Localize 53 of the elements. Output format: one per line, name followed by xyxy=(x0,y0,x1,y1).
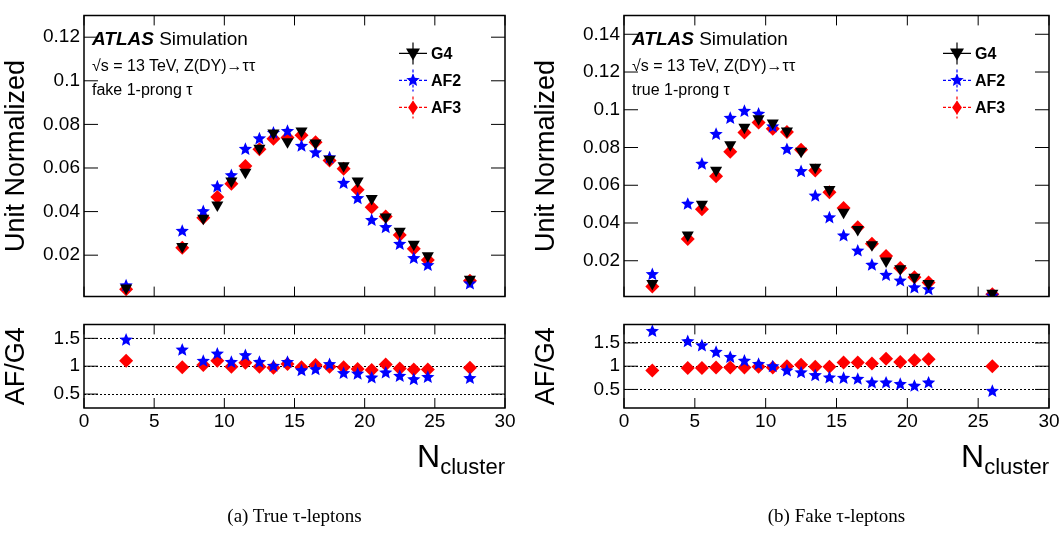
x-axis-title: N$_{cluster}$ xyxy=(961,438,1049,481)
y-tick-label: 0.08 xyxy=(583,135,620,157)
annotation: fake 1-prong τ xyxy=(92,81,194,99)
x-tick-label: 15 xyxy=(825,409,848,431)
y-tick-label: 1.5 xyxy=(53,326,80,348)
y-tick-label: 0.12 xyxy=(43,25,80,47)
legend-label: AF3 xyxy=(431,98,462,116)
y-tick-label: 0.5 xyxy=(593,377,620,399)
x-tick-label: 25 xyxy=(424,409,446,431)
y-tick-label: 0.06 xyxy=(583,173,620,195)
legend-label: AF2 xyxy=(975,71,1006,89)
annotation: ATLAS Simulation xyxy=(91,28,248,50)
legend-label: AF2 xyxy=(431,71,462,89)
y-tick-label: 0.12 xyxy=(583,60,620,82)
annotation: √s = 13 TeV, Z(DY)→ττ xyxy=(92,57,256,75)
legend-label: G4 xyxy=(431,44,453,62)
y-tick-label: 0.06 xyxy=(43,156,80,178)
legend-label: AF3 xyxy=(975,98,1006,116)
x-tick-label: 20 xyxy=(896,409,918,431)
y-axis-title: Unit Normalized xyxy=(0,59,30,253)
text: (b) Fake τ-leptons xyxy=(767,505,906,527)
y-tick-label: 0.02 xyxy=(43,243,80,265)
y-tick-label: 1 xyxy=(609,354,620,376)
x-tick-label: 25 xyxy=(967,409,989,431)
x-tick-label: 0 xyxy=(618,409,630,431)
annotation: √s = 13 TeV, Z(DY)→ττ xyxy=(632,57,796,75)
x-axis-title: N$_{cluster}$ xyxy=(417,438,505,481)
y-tick-label: 0.08 xyxy=(43,112,80,134)
x-tick-label: 30 xyxy=(494,409,516,431)
y-tick-label: 0.04 xyxy=(583,211,621,233)
y-tick-label: 1 xyxy=(69,354,80,376)
x-tick-label: 20 xyxy=(354,409,376,431)
x-tick-label: 30 xyxy=(1038,409,1060,431)
y-tick-label: 0.04 xyxy=(43,199,81,221)
y-tick-label: 1.5 xyxy=(593,331,620,353)
x-tick-label: 10 xyxy=(755,409,777,431)
y-axis-title: AF/G4 xyxy=(529,327,560,406)
annotation: ATLAS Simulation xyxy=(631,28,788,50)
legend-label: G4 xyxy=(975,44,997,62)
x-tick-label: 0 xyxy=(78,409,90,431)
y-tick-label: 0.5 xyxy=(53,382,80,404)
x-tick-label: 15 xyxy=(283,409,306,431)
y-axis-title: Unit Normalized xyxy=(529,59,560,253)
annotation: true 1-prong τ xyxy=(632,81,731,99)
y-tick-label: 0.1 xyxy=(593,98,620,119)
y-tick-label: 0.14 xyxy=(583,22,621,44)
x-tick-label: 10 xyxy=(213,409,235,431)
x-tick-label: 5 xyxy=(148,409,160,431)
y-axis-title: AF/G4 xyxy=(0,327,30,406)
y-tick-label: 0.02 xyxy=(583,248,620,270)
y-tick-label: 0.1 xyxy=(53,69,80,91)
x-tick-label: 5 xyxy=(689,409,701,431)
text: (a) True τ-leptons xyxy=(227,505,362,527)
